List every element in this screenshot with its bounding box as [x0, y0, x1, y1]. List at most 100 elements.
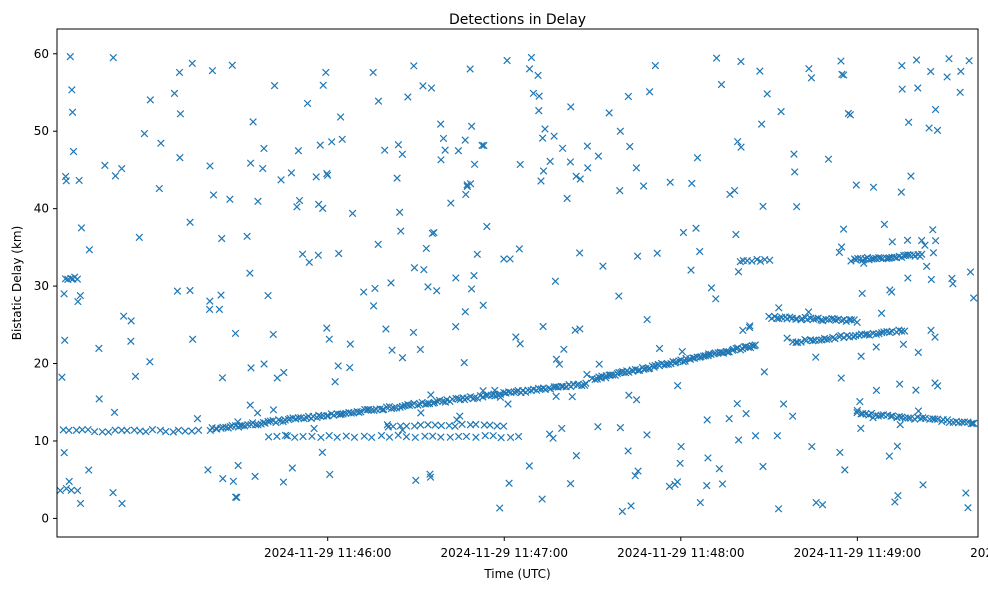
data-point [486, 421, 494, 429]
data-point [441, 146, 449, 154]
data-point [594, 152, 603, 160]
data-point [345, 363, 354, 372]
data-point [506, 433, 515, 442]
data-point [181, 427, 189, 435]
data-point [643, 431, 651, 439]
data-point [58, 373, 66, 382]
data-point [609, 371, 617, 379]
data-point [188, 59, 196, 68]
data-point [416, 421, 425, 429]
data-point [839, 225, 848, 233]
data-point [217, 291, 225, 299]
data-point [849, 332, 858, 341]
data-point [927, 326, 935, 335]
data-point [634, 467, 642, 475]
data-point [246, 159, 255, 167]
data-point [504, 400, 512, 408]
data-point [616, 186, 624, 195]
data-point [887, 412, 895, 421]
data-point [516, 160, 524, 169]
data-point [127, 317, 135, 325]
data-point [298, 250, 307, 258]
data-point [316, 141, 324, 149]
y-tick-label: 20 [34, 357, 49, 371]
data-point [480, 421, 489, 429]
data-point [462, 190, 470, 199]
data-point [595, 360, 603, 368]
data-point [643, 315, 651, 324]
data-point [410, 399, 418, 408]
data-point [478, 141, 486, 150]
data-point [273, 432, 281, 441]
data-point [958, 418, 966, 426]
data-point [757, 120, 766, 128]
data-point [294, 146, 303, 155]
data-point [461, 308, 469, 316]
data-point [567, 103, 575, 111]
data-point [836, 448, 844, 457]
data-point [512, 333, 520, 341]
data-point [73, 275, 82, 283]
data-point [669, 357, 677, 366]
data-point [456, 412, 464, 420]
x-tick-label: 2024-11-29 11:48:00 [617, 546, 744, 560]
data-point [759, 202, 767, 211]
data-point [575, 249, 584, 257]
data-point [877, 411, 885, 420]
data-point [895, 412, 903, 421]
data-point [945, 54, 953, 63]
data-point [148, 425, 157, 434]
data-point [632, 164, 641, 172]
data-point [732, 230, 740, 239]
data-point [85, 246, 94, 254]
data-point [283, 432, 292, 440]
data-point [95, 344, 103, 353]
data-point [632, 396, 641, 404]
y-tick-label: 60 [34, 47, 49, 61]
data-point [555, 360, 564, 368]
y-axis-label: Bistatic Delay (km) [10, 226, 24, 341]
y-tick-label: 30 [34, 279, 49, 293]
data-point [323, 324, 331, 332]
data-point [633, 252, 642, 260]
data-point [808, 442, 816, 451]
data-point [535, 106, 543, 115]
data-point [384, 423, 393, 431]
data-point [288, 464, 297, 472]
data-point [314, 251, 323, 259]
data-point [576, 325, 584, 333]
data-point [76, 499, 85, 508]
data-point [897, 188, 906, 196]
data-point [483, 222, 491, 231]
data-point [572, 172, 580, 180]
data-point [695, 247, 704, 256]
data-point [394, 141, 403, 149]
data-point [323, 169, 331, 178]
data-point [584, 164, 592, 172]
data-point [204, 466, 212, 474]
data-point [411, 433, 420, 442]
data-point [499, 422, 508, 430]
data-point [655, 344, 664, 353]
data-point [427, 84, 436, 92]
data-point [215, 305, 224, 314]
data-point [505, 479, 513, 488]
data-point [388, 346, 396, 354]
data-point [419, 82, 427, 90]
data-point [898, 85, 906, 93]
data-point [969, 294, 978, 302]
data-point [707, 284, 716, 292]
data-point [421, 432, 429, 440]
data-point [395, 208, 404, 216]
data-point [176, 153, 184, 162]
data-point [964, 503, 972, 512]
data-point [247, 364, 255, 372]
data-point [314, 200, 323, 209]
data-point [904, 414, 912, 422]
data-point [374, 97, 383, 105]
x-tick-label: 2024-11-29 11:46:00 [264, 546, 391, 560]
data-point [546, 385, 555, 393]
data-point [733, 399, 741, 408]
data-point [228, 61, 236, 69]
data-point [525, 462, 534, 470]
